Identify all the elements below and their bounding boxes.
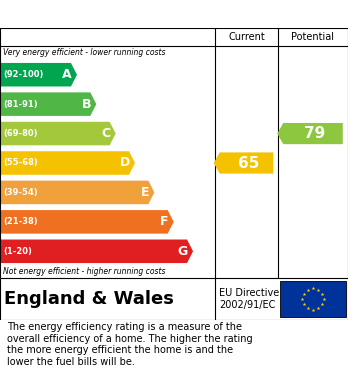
Text: (21-38): (21-38) — [3, 217, 38, 226]
Text: D: D — [120, 156, 130, 170]
Polygon shape — [0, 122, 116, 145]
Polygon shape — [0, 92, 96, 116]
Text: England & Wales: England & Wales — [4, 290, 174, 308]
Text: 65: 65 — [238, 156, 259, 170]
Polygon shape — [277, 123, 343, 144]
Polygon shape — [0, 210, 174, 234]
Polygon shape — [0, 151, 135, 175]
Text: A: A — [62, 68, 72, 81]
Polygon shape — [0, 240, 193, 263]
Text: B: B — [82, 98, 91, 111]
Text: (92-100): (92-100) — [3, 70, 44, 79]
Text: (69-80): (69-80) — [3, 129, 38, 138]
Text: Current: Current — [228, 32, 265, 42]
Text: Very energy efficient - lower running costs: Very energy efficient - lower running co… — [3, 48, 166, 57]
Text: C: C — [102, 127, 111, 140]
Text: E: E — [141, 186, 149, 199]
Text: (55-68): (55-68) — [3, 158, 38, 167]
Text: Potential: Potential — [292, 32, 334, 42]
Text: F: F — [160, 215, 169, 228]
Text: The energy efficiency rating is a measure of the
overall efficiency of a home. T: The energy efficiency rating is a measur… — [7, 322, 253, 367]
Text: EU Directive
2002/91/EC: EU Directive 2002/91/EC — [219, 288, 279, 310]
Text: Energy Efficiency Rating: Energy Efficiency Rating — [7, 5, 236, 23]
Text: 79: 79 — [304, 126, 325, 141]
Text: (81-91): (81-91) — [3, 100, 38, 109]
Bar — [280, 281, 346, 317]
Polygon shape — [0, 63, 77, 86]
Text: (1-20): (1-20) — [3, 247, 32, 256]
Text: G: G — [178, 245, 188, 258]
Text: (39-54): (39-54) — [3, 188, 38, 197]
Polygon shape — [0, 181, 155, 204]
Text: Not energy efficient - higher running costs: Not energy efficient - higher running co… — [3, 267, 166, 276]
Polygon shape — [214, 152, 273, 174]
